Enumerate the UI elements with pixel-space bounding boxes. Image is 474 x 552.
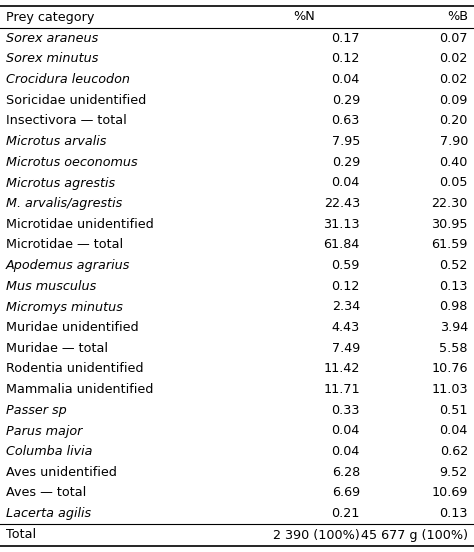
Text: 7.95: 7.95 (332, 135, 360, 148)
Text: 10.76: 10.76 (431, 363, 468, 375)
Text: 22.43: 22.43 (324, 197, 360, 210)
Text: 10.69: 10.69 (432, 486, 468, 500)
Text: 0.29: 0.29 (332, 156, 360, 169)
Text: 61.59: 61.59 (432, 238, 468, 252)
Text: Sorex minutus: Sorex minutus (6, 52, 99, 66)
Text: 2 390 (100%): 2 390 (100%) (273, 528, 360, 542)
Text: 0.02: 0.02 (439, 52, 468, 66)
Text: 61.84: 61.84 (324, 238, 360, 252)
Text: 0.52: 0.52 (439, 259, 468, 272)
Text: 0.29: 0.29 (332, 94, 360, 107)
Text: Parus major: Parus major (6, 424, 82, 438)
Text: 7.49: 7.49 (332, 342, 360, 355)
Text: 0.04: 0.04 (332, 424, 360, 438)
Text: 0.98: 0.98 (439, 300, 468, 314)
Text: Mammalia unidentified: Mammalia unidentified (6, 383, 154, 396)
Text: 0.17: 0.17 (331, 32, 360, 45)
Text: Mus musculus: Mus musculus (6, 280, 96, 293)
Text: Micromys minutus: Micromys minutus (6, 300, 123, 314)
Text: Muridae unidentified: Muridae unidentified (6, 321, 138, 334)
Text: 0.63: 0.63 (332, 114, 360, 128)
Text: 0.12: 0.12 (332, 280, 360, 293)
Text: Microtus agrestis: Microtus agrestis (6, 177, 115, 189)
Text: Microtidae unidentified: Microtidae unidentified (6, 218, 154, 231)
Text: 4.43: 4.43 (332, 321, 360, 334)
Text: Apodemus agrarius: Apodemus agrarius (6, 259, 130, 272)
Text: 11.71: 11.71 (323, 383, 360, 396)
Text: Columba livia: Columba livia (6, 445, 92, 458)
Text: 6.28: 6.28 (332, 466, 360, 479)
Text: Aves unidentified: Aves unidentified (6, 466, 117, 479)
Text: 7.90: 7.90 (439, 135, 468, 148)
Text: 0.04: 0.04 (439, 424, 468, 438)
Text: M. arvalis/agrestis: M. arvalis/agrestis (6, 197, 122, 210)
Text: Total: Total (6, 528, 36, 542)
Text: Microtus oeconomus: Microtus oeconomus (6, 156, 137, 169)
Text: 0.04: 0.04 (332, 73, 360, 86)
Text: 0.12: 0.12 (332, 52, 360, 66)
Text: 11.03: 11.03 (431, 383, 468, 396)
Text: 0.13: 0.13 (439, 280, 468, 293)
Text: 2.34: 2.34 (332, 300, 360, 314)
Text: 22.30: 22.30 (432, 197, 468, 210)
Text: 0.02: 0.02 (439, 73, 468, 86)
Text: 0.59: 0.59 (332, 259, 360, 272)
Text: Muridae — total: Muridae — total (6, 342, 108, 355)
Text: 0.51: 0.51 (439, 404, 468, 417)
Text: 0.40: 0.40 (439, 156, 468, 169)
Text: 9.52: 9.52 (440, 466, 468, 479)
Text: Prey category: Prey category (6, 10, 94, 24)
Text: 0.09: 0.09 (439, 94, 468, 107)
Text: Crocidura leucodon: Crocidura leucodon (6, 73, 130, 86)
Text: Passer sp: Passer sp (6, 404, 67, 417)
Text: %B: %B (447, 10, 468, 24)
Text: 3.94: 3.94 (440, 321, 468, 334)
Text: 0.21: 0.21 (332, 507, 360, 520)
Text: 30.95: 30.95 (431, 218, 468, 231)
Text: 45 677 g (100%): 45 677 g (100%) (361, 528, 468, 542)
Text: 0.05: 0.05 (439, 177, 468, 189)
Text: 0.07: 0.07 (439, 32, 468, 45)
Text: Sorex araneus: Sorex araneus (6, 32, 98, 45)
Text: 0.62: 0.62 (440, 445, 468, 458)
Text: 0.04: 0.04 (332, 177, 360, 189)
Text: Lacerta agilis: Lacerta agilis (6, 507, 91, 520)
Text: Soricidae unidentified: Soricidae unidentified (6, 94, 146, 107)
Text: 0.33: 0.33 (331, 404, 360, 417)
Text: 6.69: 6.69 (332, 486, 360, 500)
Text: 0.20: 0.20 (439, 114, 468, 128)
Text: Microtidae — total: Microtidae — total (6, 238, 123, 252)
Text: 11.42: 11.42 (324, 363, 360, 375)
Text: Aves — total: Aves — total (6, 486, 86, 500)
Text: Microtus arvalis: Microtus arvalis (6, 135, 106, 148)
Text: %N: %N (293, 10, 315, 24)
Text: 31.13: 31.13 (323, 218, 360, 231)
Text: Insectivora — total: Insectivora — total (6, 114, 127, 128)
Text: Rodentia unidentified: Rodentia unidentified (6, 363, 144, 375)
Text: 5.58: 5.58 (439, 342, 468, 355)
Text: 0.04: 0.04 (332, 445, 360, 458)
Text: 0.13: 0.13 (439, 507, 468, 520)
